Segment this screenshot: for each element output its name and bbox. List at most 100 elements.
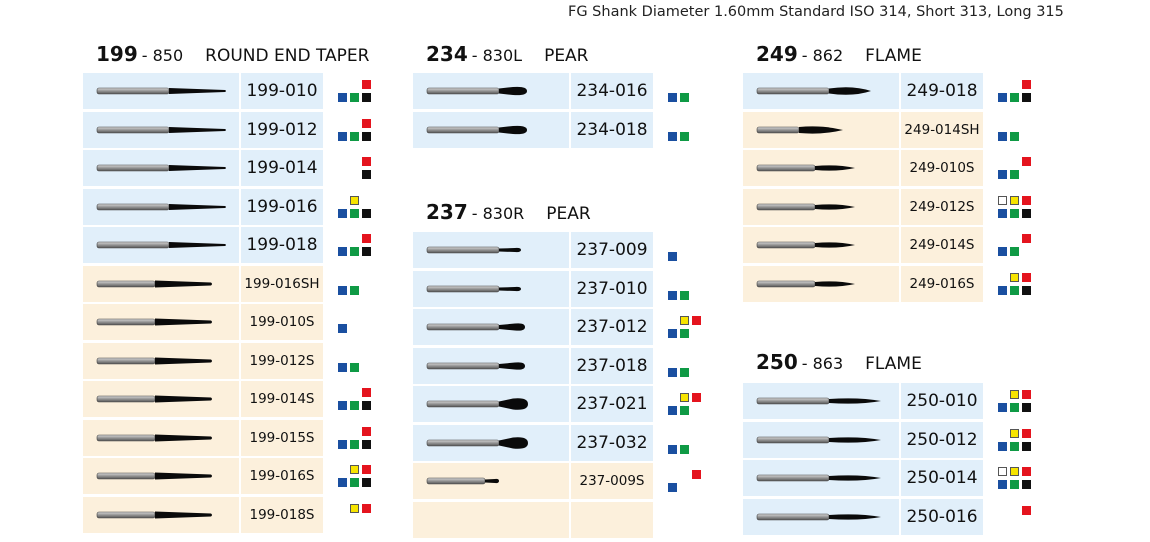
blue-grit-square xyxy=(338,93,347,102)
bur-icon xyxy=(95,343,235,379)
green-grit-square xyxy=(1010,480,1019,489)
bur-code: 237-010 xyxy=(571,270,653,307)
bur-drawing xyxy=(426,125,527,134)
grit-squares xyxy=(998,387,1038,417)
blue-grit-square xyxy=(338,478,347,487)
bur-drawing xyxy=(96,164,226,172)
red-grit-square xyxy=(362,80,371,89)
bur-image-cell xyxy=(83,227,239,263)
grit-squares xyxy=(668,467,708,497)
bur-icon xyxy=(95,266,235,302)
bur-code: 237-012 xyxy=(571,309,653,345)
bur-code: 199-014 xyxy=(241,150,323,186)
black-grit-square xyxy=(1022,403,1031,412)
bur-icon xyxy=(425,386,565,422)
green-grit-square xyxy=(1010,441,1019,451)
group-shape-name: PEAR xyxy=(546,204,591,224)
bur-image-cell xyxy=(413,309,569,345)
black-grit-square xyxy=(1022,208,1031,218)
bur-icon xyxy=(425,348,565,384)
bur-drawing xyxy=(756,203,855,210)
bur-icon xyxy=(425,425,565,461)
red-grit-square xyxy=(1022,157,1031,166)
bur-icon xyxy=(755,422,895,458)
bur-image-cell xyxy=(743,460,899,496)
blue-grit-square xyxy=(998,93,1007,102)
green-grit-square xyxy=(350,439,359,449)
bur-icon xyxy=(425,112,565,148)
black-grit-square xyxy=(362,170,371,179)
red-grit-square xyxy=(1022,467,1031,476)
black-grit-square xyxy=(362,131,371,141)
group-iso-code: - 850 xyxy=(141,46,184,65)
grit-squares xyxy=(998,116,1038,146)
grit-squares xyxy=(338,347,378,377)
bur-drawing xyxy=(756,513,881,520)
bur-image-cell xyxy=(83,419,239,456)
green-grit-square xyxy=(680,131,689,141)
bur-image-cell xyxy=(743,383,899,419)
red-grit-square xyxy=(362,118,371,128)
bur-icon xyxy=(755,460,895,496)
grit-squares xyxy=(668,506,708,536)
grit-squares xyxy=(998,503,1038,533)
grit-squares xyxy=(338,154,378,184)
grit-squares xyxy=(338,501,378,531)
bur-drawing xyxy=(756,474,881,482)
bur-icon xyxy=(95,73,235,109)
red-grit-square xyxy=(1022,505,1031,515)
grit-squares xyxy=(998,193,1038,223)
group-shape-name: PEAR xyxy=(544,46,589,66)
bur-drawing xyxy=(426,398,528,410)
group-shape-name: FLAME xyxy=(865,354,922,374)
bur-drawing xyxy=(96,280,212,287)
grit-squares xyxy=(338,270,378,300)
group-title: 234- 830L PEAR xyxy=(426,42,589,66)
red-grit-square xyxy=(1022,390,1031,399)
bur-drawing xyxy=(426,86,527,96)
green-grit-square xyxy=(680,444,689,454)
grit-squares xyxy=(668,429,708,459)
blue-grit-square xyxy=(338,285,347,295)
bur-image-cell xyxy=(413,501,569,538)
bur-icon xyxy=(755,227,895,263)
blue-grit-square xyxy=(668,290,677,300)
bur-icon xyxy=(755,266,895,302)
red-grit-square xyxy=(1022,234,1031,243)
green-grit-square xyxy=(680,93,689,102)
green-grit-square xyxy=(680,406,689,415)
bur-icon xyxy=(755,499,895,535)
white-grit-square xyxy=(998,195,1007,205)
blue-grit-square xyxy=(338,208,347,218)
bur-image-cell xyxy=(743,150,899,186)
yellow-grit-square xyxy=(350,465,359,474)
red-grit-square xyxy=(1022,195,1031,205)
bur-image-cell xyxy=(743,188,899,225)
yellow-grit-square xyxy=(1010,195,1019,205)
bur-image-cell xyxy=(743,498,899,535)
bur-icon xyxy=(95,189,235,225)
red-grit-square xyxy=(362,157,371,166)
group-shape-name: FLAME xyxy=(865,46,922,66)
green-grit-square xyxy=(350,93,359,102)
bur-icon xyxy=(425,271,565,307)
black-grit-square xyxy=(362,439,371,449)
blue-grit-square xyxy=(668,483,677,492)
red-grit-square xyxy=(362,388,371,397)
bur-image-cell xyxy=(743,421,899,458)
yellow-grit-square xyxy=(680,393,689,402)
green-grit-square xyxy=(1010,285,1019,295)
grit-squares xyxy=(998,154,1038,184)
grit-squares xyxy=(668,313,708,343)
blue-grit-square xyxy=(668,131,677,141)
bur-icon xyxy=(425,232,565,268)
grit-squares xyxy=(668,77,708,107)
bur-icon xyxy=(425,463,565,499)
group-title: 237- 830R PEAR xyxy=(426,200,591,224)
bur-drawing xyxy=(96,126,226,133)
bur-code: 249-014SH xyxy=(901,111,983,148)
green-grit-square xyxy=(1010,247,1019,256)
bur-image-cell xyxy=(413,463,569,499)
bur-code: 249-016S xyxy=(901,265,983,302)
bur-image-cell xyxy=(413,73,569,109)
